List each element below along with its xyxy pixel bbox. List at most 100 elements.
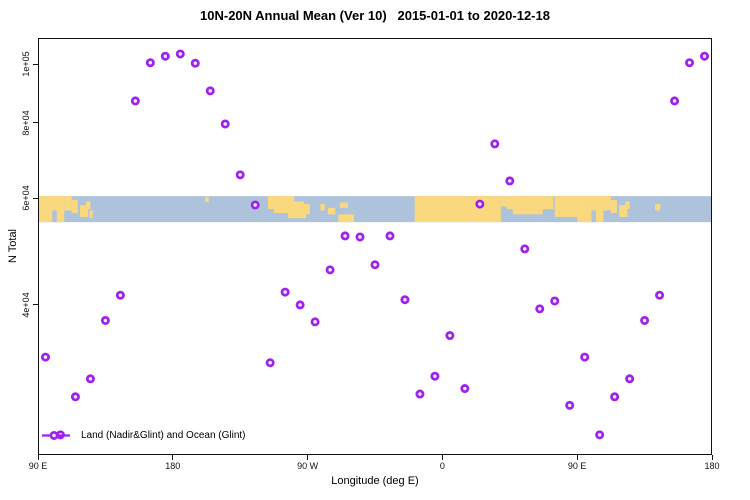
data-point <box>445 331 455 341</box>
map-ocean-patch <box>591 210 596 223</box>
x-tick-mark <box>576 455 578 460</box>
plot-area-canvas <box>38 38 712 455</box>
map-land-patch <box>625 201 630 210</box>
map-land-patch <box>619 205 628 217</box>
data-point <box>430 371 440 381</box>
map-land-patch <box>500 196 507 207</box>
data-point <box>235 170 245 180</box>
data-point <box>115 290 125 300</box>
map-land-patch <box>512 209 543 215</box>
x-tick-label: 90 E <box>567 461 587 471</box>
data-point <box>640 315 650 325</box>
data-point <box>670 96 680 106</box>
y-tick-label: 6e+04 <box>21 185 31 211</box>
data-point <box>520 244 530 254</box>
legend-line-circle-symbol <box>42 431 70 440</box>
y-tick-mark <box>33 122 38 124</box>
x-tick-label: 90 E <box>28 461 48 471</box>
data-point <box>40 352 50 362</box>
map-land-patch <box>205 197 209 203</box>
data-point <box>145 58 155 68</box>
data-point <box>175 49 185 59</box>
map-land-patch <box>506 196 554 210</box>
map-land-patch <box>339 202 349 208</box>
map-land-patch <box>554 196 578 217</box>
data-point <box>415 389 425 399</box>
map-land-patch <box>300 203 310 215</box>
data-point <box>190 58 200 68</box>
data-point <box>655 290 665 300</box>
data-point <box>280 287 290 297</box>
data-point <box>370 260 380 270</box>
data-point <box>625 374 635 384</box>
data-point <box>460 384 470 394</box>
x-tick-mark <box>37 455 39 460</box>
data-point <box>400 295 410 305</box>
data-point <box>700 51 710 61</box>
data-point <box>85 374 95 384</box>
data-point <box>160 51 170 61</box>
x-tick-mark <box>711 455 713 460</box>
map-land-patch <box>288 209 307 219</box>
data-point <box>250 200 260 210</box>
map-land-patch <box>64 196 72 211</box>
x-tick-label: 180 <box>165 461 181 471</box>
data-point <box>550 296 560 306</box>
map-land-patch <box>414 196 501 223</box>
legend-label: Land (Nadir&Glint) and Ocean (Glint) <box>81 430 246 441</box>
x-tick-mark <box>172 455 174 460</box>
data-point <box>340 231 350 241</box>
map-land-patch <box>610 200 617 214</box>
map-ocean-patch <box>52 210 57 223</box>
y-tick-label: 8e+04 <box>21 110 31 136</box>
x-axis-title: Longitude (deg E) <box>331 475 419 487</box>
plot-box <box>38 38 712 455</box>
map-land-patch <box>603 196 611 211</box>
map-land-patch <box>71 200 78 214</box>
data-point <box>355 232 365 242</box>
data-point <box>70 392 80 402</box>
data-point <box>490 139 500 149</box>
data-point <box>265 358 275 368</box>
data-point <box>385 231 395 241</box>
data-point <box>610 392 620 402</box>
map-land-patch <box>577 196 604 223</box>
y-axis-title: N Total <box>7 228 19 264</box>
data-point <box>205 86 215 96</box>
map-land-patch <box>273 201 304 214</box>
data-point <box>475 199 485 209</box>
x-tick-label: 90 W <box>297 461 319 471</box>
data-point <box>325 265 335 275</box>
y-tick-mark <box>33 304 38 306</box>
data-point <box>505 176 515 186</box>
data-point <box>685 58 695 68</box>
data-point <box>130 96 140 106</box>
x-tick-label: 180 <box>704 461 720 471</box>
data-point <box>535 304 545 314</box>
map-land-patch <box>85 201 91 210</box>
chart-title: 10N-20N Annual Mean (Ver 10) 2015-01-01 … <box>200 8 550 23</box>
map-land-patch <box>38 196 65 223</box>
x-tick-label: 0 <box>439 461 445 471</box>
map-land-patch <box>338 214 355 223</box>
y-tick-mark <box>33 63 38 65</box>
y-tick-label: 4e+04 <box>21 292 31 318</box>
data-point <box>595 430 605 440</box>
x-tick-mark <box>441 455 443 460</box>
map-land-patch <box>89 210 93 219</box>
legend: Land (Nadir&Glint) and Ocean (Glint) <box>40 429 246 442</box>
data-point <box>310 317 320 327</box>
data-point <box>580 352 590 362</box>
map-land-patch <box>327 207 336 215</box>
y-tick-label: 1e+05 <box>21 51 31 77</box>
map-land-patch <box>79 205 89 217</box>
map-land-patch <box>655 203 661 211</box>
data-point <box>100 315 110 325</box>
x-tick-mark <box>307 455 309 460</box>
data-point <box>295 300 305 310</box>
data-point <box>565 400 575 410</box>
data-point <box>220 119 230 129</box>
y-tick-mark <box>33 197 38 199</box>
map-land-patch <box>320 203 325 211</box>
